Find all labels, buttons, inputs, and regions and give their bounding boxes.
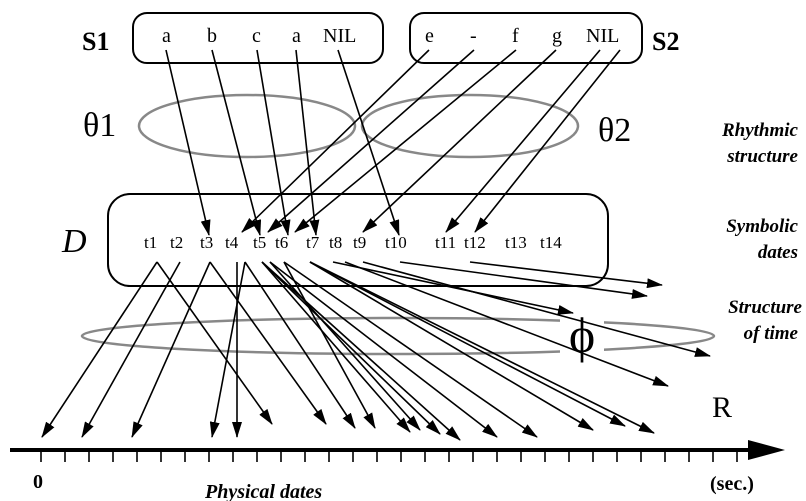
s2-item: NIL [586, 25, 619, 47]
s2-item: - [470, 25, 477, 47]
date-label: t12 [464, 233, 486, 252]
s2-item: e [425, 25, 434, 47]
date-label: t11 [435, 233, 456, 252]
mapping-arrows [41, 261, 711, 441]
date-label: t6 [275, 233, 288, 252]
s1-item: a [162, 25, 171, 47]
s2-item: g [552, 25, 562, 47]
time-label-line2: of time [744, 323, 799, 344]
sequence-arrows [165, 49, 621, 236]
phi-label: ϕ [569, 307, 595, 363]
s1-item: b [207, 25, 217, 47]
theta2-ellipse [360, 93, 580, 159]
symbolic-label-line2: dates [758, 242, 798, 263]
date-label: t4 [225, 233, 239, 252]
dates-set-label: D [61, 223, 87, 260]
date-label: t10 [385, 233, 407, 252]
s2-item: f [512, 25, 519, 47]
s1-box [132, 12, 384, 64]
date-label: t14 [540, 233, 562, 252]
theta1-label: θ1 [83, 107, 116, 144]
date-label: t8 [329, 233, 342, 252]
date-label: t5 [253, 233, 266, 252]
date-label: t7 [306, 233, 320, 252]
axis-ticks [40, 450, 738, 462]
s1-item: c [252, 25, 261, 47]
date-label: t2 [170, 233, 183, 252]
s2-box [409, 12, 643, 64]
s1-item: a [292, 25, 301, 47]
theta1-ellipse [137, 93, 357, 159]
theta2-label: θ2 [598, 112, 631, 149]
date-label: t1 [144, 233, 157, 252]
axis-origin: 0 [33, 471, 43, 493]
time-axis-arrowhead [748, 440, 785, 460]
date-label: t3 [200, 233, 213, 252]
date-label: t9 [353, 233, 366, 252]
rhythmic-label-line1: Rhythmic [721, 120, 799, 141]
rhythmic-label-line2: structure [726, 146, 798, 167]
time-ellipse [80, 316, 716, 356]
axis-name: R [712, 391, 732, 424]
time-label-line1: Structure [728, 297, 802, 318]
s2-label: S2 [652, 27, 679, 56]
s1-item: NIL [323, 25, 356, 47]
axis-caption: Physical dates [204, 481, 322, 501]
date-label: t13 [505, 233, 527, 252]
symbolic-label-line1: Symbolic [726, 216, 798, 237]
s1-label: S1 [82, 27, 109, 56]
axis-unit: (sec.) [710, 473, 754, 495]
